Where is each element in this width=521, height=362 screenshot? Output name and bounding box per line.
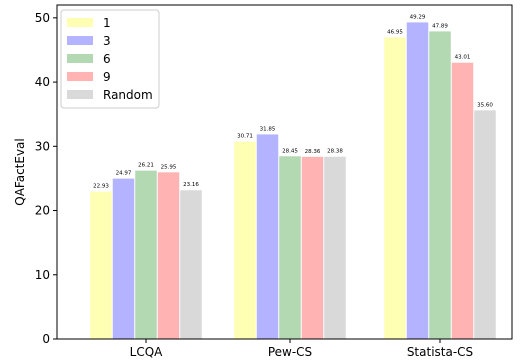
legend-frame xyxy=(60,9,160,109)
data-label: 26.21 xyxy=(138,163,154,169)
y-tick-label: 40 xyxy=(35,75,50,89)
bar-3-statista-cs xyxy=(406,22,429,340)
y-axis-label: QAFactEval xyxy=(13,138,27,205)
bar-9-pew-cs xyxy=(301,156,324,339)
data-label: 23.16 xyxy=(183,182,199,188)
data-label: 25.95 xyxy=(161,164,177,170)
bar-random-lcqa xyxy=(180,190,202,339)
legend-swatch xyxy=(67,18,93,27)
legend-swatch xyxy=(67,36,93,45)
data-label: 47.89 xyxy=(432,23,448,29)
data-label: 30.71 xyxy=(237,134,253,140)
bar-6-lcqa xyxy=(135,170,157,339)
legend-label: 9 xyxy=(103,70,111,84)
data-label: 31.85 xyxy=(260,126,276,132)
bar-1-pew-cs xyxy=(234,141,256,339)
y-tick-label: 30 xyxy=(35,139,50,153)
data-label: 43.01 xyxy=(455,55,471,61)
x-ticks-layer: LCQA Pew-CS Statista-CS xyxy=(130,339,473,359)
bar-random-statista-cs xyxy=(474,110,496,339)
x-tick-label: Pew-CS xyxy=(268,345,312,359)
data-label: 35.60 xyxy=(477,102,493,108)
bar-1-statista-cs xyxy=(384,37,406,340)
bar-3-lcqa xyxy=(112,178,135,339)
x-tick-label: LCQA xyxy=(130,345,164,359)
data-label: 22.93 xyxy=(93,184,109,190)
y-ticks-layer: 0 10 20 30 40 50 xyxy=(35,11,57,346)
data-label: 28.45 xyxy=(282,148,298,154)
bar-6-statista-cs xyxy=(429,31,451,340)
legend: 1 3 6 9 Random xyxy=(60,9,160,109)
y-tick-label: 0 xyxy=(42,332,50,346)
data-label: 24.97 xyxy=(116,171,132,177)
bar-6-pew-cs xyxy=(279,156,301,339)
y-tick-label: 10 xyxy=(35,268,50,282)
data-label: 49.29 xyxy=(410,14,426,20)
bars-layer xyxy=(90,22,496,340)
axes-layer xyxy=(56,4,513,340)
bar-9-statista-cs xyxy=(451,62,474,339)
data-label: 28.36 xyxy=(305,149,321,155)
bar-9-lcqa xyxy=(157,172,180,339)
y-tick-label: 50 xyxy=(35,11,50,25)
data-label: 28.38 xyxy=(327,149,343,155)
data-labels-layer: 22.93 24.97 26.21 25.95 23.16 30.71 31.85 28.45… xyxy=(93,14,493,189)
legend-swatch xyxy=(67,54,93,63)
legend-label: 3 xyxy=(103,34,111,48)
legend-swatch xyxy=(67,72,93,81)
legend-swatch xyxy=(67,90,93,99)
legend-label: 1 xyxy=(103,16,111,30)
legend-label: 6 xyxy=(103,52,111,66)
bar-3-pew-cs xyxy=(256,134,279,339)
bar-random-pew-cs xyxy=(324,156,346,339)
bar-1-lcqa xyxy=(90,191,112,339)
y-tick-label: 20 xyxy=(35,204,50,218)
x-tick-label: Statista-CS xyxy=(407,345,473,359)
axes-frame xyxy=(56,4,513,340)
legend-label: Random xyxy=(103,88,153,102)
data-label: 46.95 xyxy=(387,29,403,35)
